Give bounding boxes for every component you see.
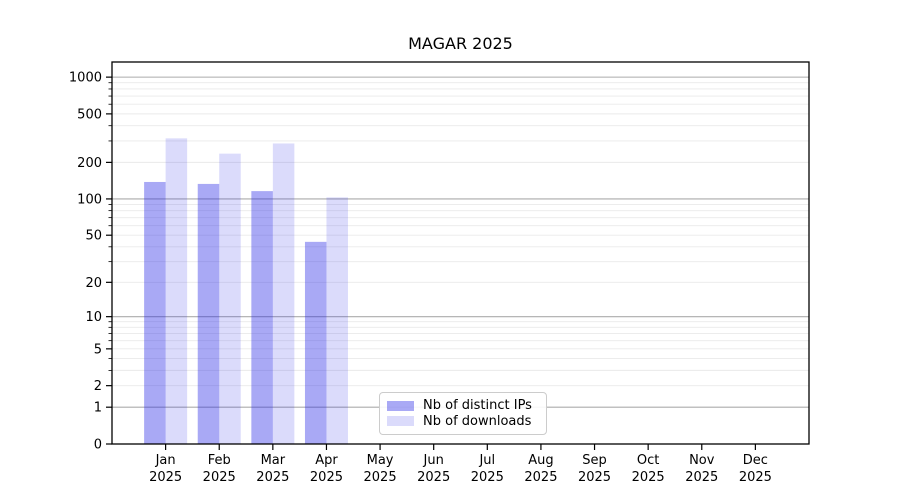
x-tick-label-apr: Apr 2025 xyxy=(310,453,343,485)
legend-label: Nb of downloads xyxy=(423,413,532,429)
x-tick-label-nov: Nov 2025 xyxy=(685,453,718,485)
bar-downloads-mar xyxy=(272,143,295,444)
y-tick-label: 2 xyxy=(94,379,102,394)
x-tick-label-aug: Aug 2025 xyxy=(524,453,557,485)
x-tick-label-jul: Jul 2025 xyxy=(471,453,504,485)
x-tick-label-jan: Jan 2025 xyxy=(149,453,182,485)
legend: Nb of distinct IPs Nb of downloads xyxy=(379,392,547,435)
y-tick-label: 500 xyxy=(77,107,102,122)
y-tick-label: 1000 xyxy=(69,71,102,86)
x-tick-label-feb: Feb 2025 xyxy=(203,453,236,485)
x-tick-label-may: May 2025 xyxy=(364,453,397,485)
legend-label: Nb of distinct IPs xyxy=(423,398,532,414)
x-tick-label-mar: Mar 2025 xyxy=(256,453,289,485)
legend-swatch-distinct-ips xyxy=(387,400,414,411)
bar-distinct-ips-jan xyxy=(144,181,166,445)
bar-distinct-ips-feb xyxy=(197,183,220,444)
y-tick-label: 0 xyxy=(94,438,102,453)
x-tick-label-jun: Jun 2025 xyxy=(417,453,450,485)
legend-item-distinct-ips: Nb of distinct IPs xyxy=(387,398,537,413)
chart-title: MAGAR 2025 xyxy=(408,34,513,53)
y-tick-label: 200 xyxy=(77,156,102,171)
bar-downloads-apr xyxy=(326,197,348,444)
y-tick-label: 1 xyxy=(94,401,102,416)
bar-downloads-feb xyxy=(219,153,241,444)
x-tick-label-oct: Oct 2025 xyxy=(632,453,665,485)
y-tick-label: 10 xyxy=(85,310,102,325)
bar-downloads-jan xyxy=(165,138,188,445)
y-tick-label: 5 xyxy=(94,342,102,357)
legend-swatch-downloads xyxy=(387,416,414,427)
bar-distinct-ips-apr xyxy=(304,241,327,444)
bar-distinct-ips-mar xyxy=(251,191,273,444)
y-tick-label: 20 xyxy=(85,276,102,291)
x-tick-label-dec: Dec 2025 xyxy=(739,453,772,485)
y-tick-label: 50 xyxy=(85,229,102,244)
plot-border xyxy=(111,61,810,445)
y-tick-label: 100 xyxy=(77,192,102,207)
legend-item-downloads: Nb of downloads xyxy=(387,414,537,429)
x-tick-label-sep: Sep 2025 xyxy=(578,453,611,485)
